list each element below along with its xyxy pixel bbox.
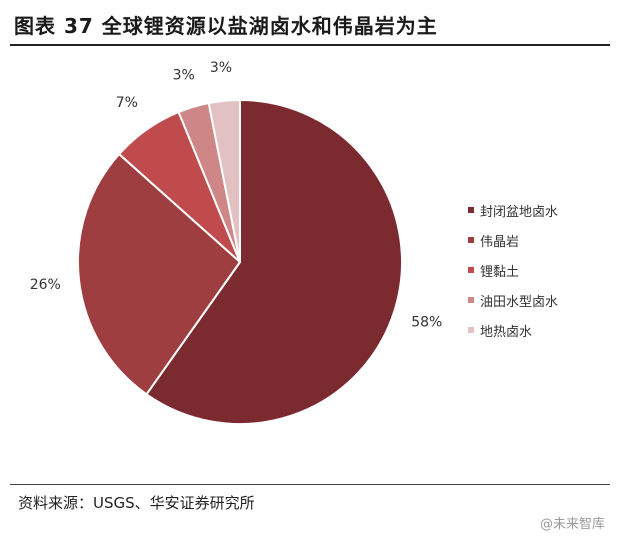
legend-label: 地热卤水 — [480, 324, 533, 340]
pie-value-label-2: 7% — [116, 95, 138, 111]
legend-item-1: 伟晶岩 — [468, 225, 558, 255]
pie-value-label-4: 3% — [210, 60, 232, 76]
legend-item-3: 油田水型卤水 — [468, 285, 558, 315]
pie-slices — [77, 98, 403, 425]
pie-value-label-1: 26% — [30, 277, 61, 293]
pie-slice-4 — [207, 98, 241, 263]
title-divider — [10, 44, 610, 46]
chart-title: 图表 37 全球锂资源以盐湖卤水和伟晶岩为主 — [14, 14, 438, 38]
pie-slice-0 — [145, 98, 403, 425]
pie-chart: 58% 26% 7% 3% 3% — [30, 60, 443, 425]
pie-value-labels: 58% 26% 7% 3% 3% — [30, 60, 443, 330]
chart-legend: 封闭盆地卤水 伟晶岩锂黏土油田水型卤水 地热卤水 — [468, 195, 558, 345]
source-divider — [10, 484, 610, 485]
pie-slice-1 — [77, 152, 242, 396]
legend-swatch — [468, 207, 474, 213]
legend-item-4: 地热卤水 — [468, 315, 558, 345]
legend-label: 锂黏土 — [480, 264, 520, 280]
legend-label: 伟晶岩 — [480, 234, 520, 250]
legend-swatch — [468, 327, 474, 333]
watermark: @未来智库 — [539, 517, 605, 532]
legend-swatch — [468, 267, 474, 273]
legend-swatch — [468, 237, 474, 243]
legend-swatch — [468, 297, 474, 303]
legend-label: 油田水型卤水 — [480, 294, 559, 310]
legend-item-0: 封闭盆地卤水 — [468, 195, 558, 225]
pie-value-label-0: 58% — [411, 314, 442, 330]
legend-item-2: 锂黏土 — [468, 255, 558, 285]
source-note: 资料来源：USGS、华安证券研究所 — [18, 494, 255, 512]
legend-label: 封闭盆地卤水 — [480, 204, 559, 220]
pie-value-label-3: 3% — [173, 67, 195, 83]
